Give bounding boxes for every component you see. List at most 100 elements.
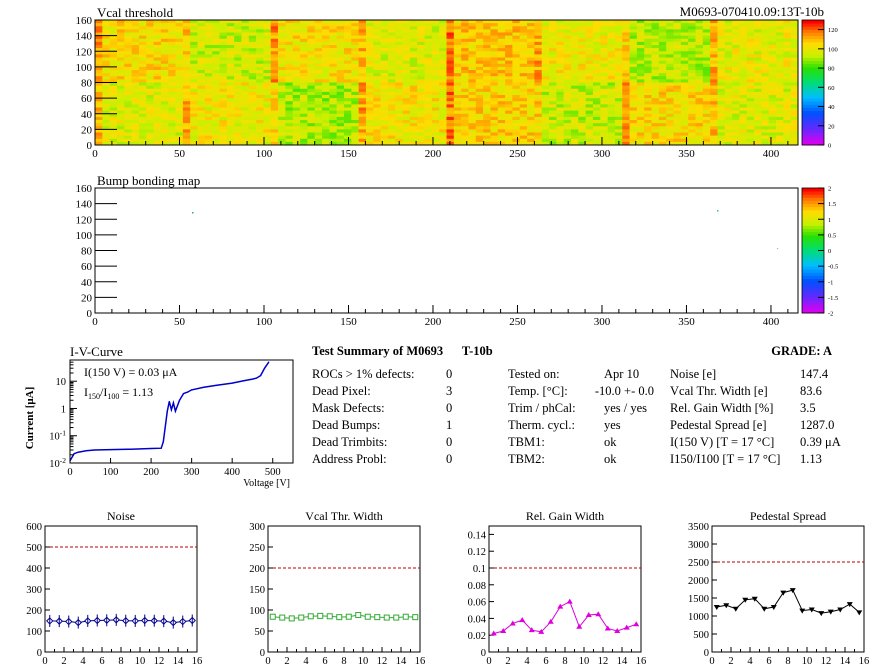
heatmap-cell [585, 113, 594, 118]
heatmap-cell [512, 32, 521, 36]
heatmap-cell [475, 20, 484, 24]
heatmap-cell [263, 48, 272, 52]
heatmap-cell [534, 51, 542, 55]
heatmap-cell [285, 104, 294, 108]
heatmap-cell [688, 51, 696, 55]
iv-annotation-1: I(150 V) = 0.03 μA [84, 365, 178, 379]
heatmap-cell [453, 129, 462, 133]
heatmap-cell [512, 51, 521, 55]
heatmap-cell [549, 135, 557, 140]
heatmap-cell [636, 26, 645, 30]
heatmap-cell [263, 135, 272, 140]
heatmap-cell [365, 23, 374, 27]
heatmap-cell [212, 113, 220, 118]
heatmap-cell [124, 60, 132, 65]
heatmap-cell [124, 138, 132, 143]
series-line [716, 589, 860, 614]
heatmap-cell [673, 107, 682, 111]
heatmap-cell [138, 20, 147, 24]
heatmap-cell [644, 73, 652, 77]
heatmap-cell [761, 76, 770, 80]
heatmap-cell [739, 98, 748, 102]
heatmap-cell [717, 20, 726, 24]
heatmap-cell [600, 85, 608, 90]
heatmap-cell [776, 41, 784, 46]
palette-swatch [802, 206, 824, 211]
heatmap-cell [197, 91, 206, 96]
heatmap-cell [563, 54, 572, 58]
heatmap-cell [790, 20, 799, 24]
heatmap-cell [505, 70, 513, 74]
palette-swatch [802, 294, 824, 298]
heatmap-cell [343, 116, 352, 121]
heatmap-cell [651, 116, 660, 121]
x-tick-label: 50 [174, 148, 186, 160]
heatmap-cell [322, 23, 330, 27]
heatmap-cell [702, 98, 711, 102]
heatmap-cell [138, 123, 147, 127]
heatmap-cell [776, 76, 784, 80]
heatmap-cell [402, 41, 411, 46]
heatmap-cell [153, 35, 162, 40]
heatmap-cell [409, 82, 418, 86]
heatmap-cell [666, 113, 674, 118]
heatmap-cell [651, 141, 660, 146]
heatmap-cell [300, 48, 308, 52]
heatmap-cell [95, 104, 103, 108]
heatmap-cell [300, 141, 308, 146]
heatmap-cell [278, 138, 286, 143]
heatmap-cell [336, 48, 345, 52]
heatmap-cell [329, 79, 337, 83]
heatmap-cell [329, 29, 337, 33]
heatmap-cell [292, 85, 301, 90]
heatmap-cell [527, 20, 535, 24]
heatmap-cell [541, 110, 550, 115]
heatmap-cell [226, 60, 235, 65]
heatmap-cell [124, 91, 132, 96]
heatmap-cell [695, 116, 704, 121]
palette-swatch [802, 57, 824, 62]
heatmap-cell [578, 95, 586, 99]
heatmap-cell [409, 141, 418, 146]
heatmap-cell [314, 129, 323, 133]
heatmap-cell [490, 113, 499, 118]
heatmap-cell [102, 91, 110, 96]
heatmap-cell [739, 101, 748, 105]
heatmap-cell [153, 51, 162, 55]
heatmap-cell [746, 110, 755, 115]
heatmap-cell [739, 66, 748, 71]
heatmap-cell [607, 41, 616, 46]
heatmap-cell [182, 26, 191, 30]
heatmap-cell [160, 38, 169, 43]
heatmap-cell [600, 54, 608, 58]
heatmap-cell [483, 32, 491, 36]
heatmap-cell [417, 38, 425, 43]
heatmap-cell [468, 95, 477, 99]
heatmap-cell [241, 135, 250, 140]
heatmap-cell [644, 104, 652, 108]
heatmap-cell [695, 120, 704, 124]
heatmap-cell [658, 120, 667, 124]
heatmap-cell [688, 138, 696, 143]
heatmap-cell [102, 138, 110, 143]
heatmap-cell [131, 76, 140, 80]
heatmap-cell [666, 35, 674, 40]
heatmap-cell [717, 113, 726, 118]
heatmap-cell [226, 88, 235, 93]
heatmap-cell [380, 123, 389, 127]
heatmap-cell [138, 32, 147, 36]
heatmap-cell [600, 104, 608, 108]
heatmap-cell [431, 126, 440, 130]
heatmap-cell [680, 48, 689, 52]
heatmap-cell [278, 51, 286, 55]
heatmap-cell [512, 48, 521, 52]
heatmap-cell [285, 129, 294, 133]
heatmap-cell [270, 126, 279, 130]
heatmap-cell [776, 26, 784, 30]
heatmap-cell [314, 45, 323, 49]
heatmap-cell [512, 45, 521, 49]
heatmap-cell [395, 70, 403, 74]
heatmap-cell [439, 135, 447, 140]
heatmap-cell [395, 26, 403, 30]
